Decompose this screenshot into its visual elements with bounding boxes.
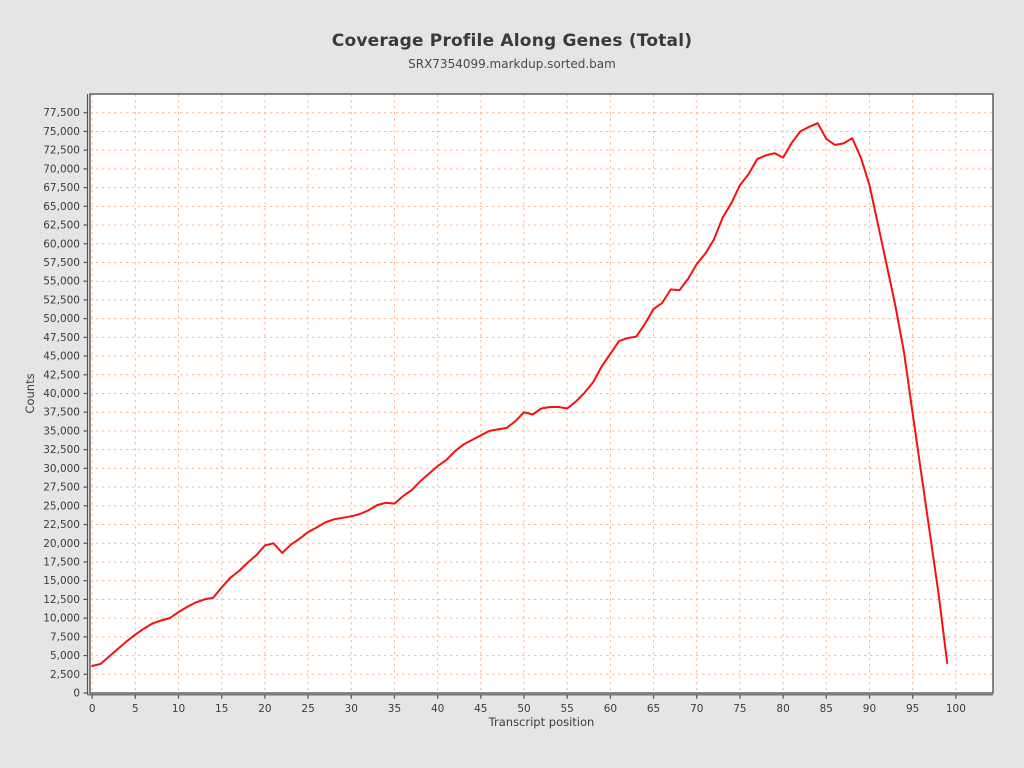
svg-text:42,500: 42,500 (43, 369, 80, 381)
svg-text:62,500: 62,500 (43, 220, 80, 232)
x-axis-title: Transcript position (488, 715, 595, 729)
svg-text:40: 40 (431, 703, 444, 715)
svg-text:0: 0 (73, 688, 80, 700)
svg-text:35,000: 35,000 (43, 425, 80, 437)
svg-text:72,500: 72,500 (43, 145, 80, 157)
svg-text:5: 5 (132, 703, 139, 715)
y-axis-title: Counts (23, 373, 37, 413)
chart-subtitle: SRX7354099.markdup.sorted.bam (408, 57, 616, 71)
svg-text:57,500: 57,500 (43, 257, 80, 269)
svg-text:90: 90 (863, 703, 876, 715)
svg-text:25,000: 25,000 (43, 500, 80, 512)
svg-text:35: 35 (388, 703, 401, 715)
axes (83, 94, 993, 699)
svg-text:60,000: 60,000 (43, 238, 80, 250)
plot-border (89, 93, 994, 694)
y-tick-labels: 0 2,500 5,000 7,500 10,000 12,500 15,000 17,500… (43, 107, 80, 699)
svg-text:47,500: 47,500 (43, 332, 80, 344)
svg-text:12,500: 12,500 (43, 594, 80, 606)
chart-title: Coverage Profile Along Genes (Total) (331, 31, 693, 51)
svg-text:20: 20 (258, 703, 271, 715)
gridlines (90, 94, 993, 693)
svg-text:100: 100 (946, 703, 966, 715)
svg-text:40,000: 40,000 (43, 388, 80, 400)
svg-text:45,000: 45,000 (43, 351, 80, 363)
svg-text:15,000: 15,000 (43, 575, 80, 587)
svg-text:65: 65 (647, 703, 660, 715)
svg-text:0: 0 (89, 703, 96, 715)
svg-text:70: 70 (690, 703, 703, 715)
svg-text:5,000: 5,000 (50, 650, 80, 662)
svg-text:52,500: 52,500 (43, 294, 80, 306)
svg-text:30: 30 (345, 703, 358, 715)
svg-text:37,500: 37,500 (43, 407, 80, 419)
svg-text:85: 85 (820, 703, 833, 715)
svg-text:50,000: 50,000 (43, 313, 80, 325)
svg-text:45: 45 (474, 703, 487, 715)
svg-text:17,500: 17,500 (43, 556, 80, 568)
svg-text:67,500: 67,500 (43, 182, 80, 194)
svg-text:55,000: 55,000 (43, 276, 80, 288)
svg-text:15: 15 (215, 703, 228, 715)
svg-text:55: 55 (561, 703, 574, 715)
svg-text:65,000: 65,000 (43, 201, 80, 213)
svg-text:25: 25 (301, 703, 314, 715)
svg-text:32,500: 32,500 (43, 444, 80, 456)
svg-text:30,000: 30,000 (43, 463, 80, 475)
svg-text:95: 95 (906, 703, 919, 715)
svg-text:20,000: 20,000 (43, 538, 80, 550)
svg-text:7,500: 7,500 (50, 631, 80, 643)
svg-text:80: 80 (776, 703, 789, 715)
x-tick-labels: 0 5 10 15 20 25 30 35 40 45 50 55 60 65 70 75 80 85 90 95 10… (89, 703, 966, 715)
svg-text:60: 60 (604, 703, 617, 715)
svg-text:10: 10 (172, 703, 185, 715)
svg-text:10,000: 10,000 (43, 613, 80, 625)
svg-text:77,500: 77,500 (43, 107, 80, 119)
coverage-line (91, 122, 949, 667)
svg-text:27,500: 27,500 (43, 482, 80, 494)
svg-text:75,000: 75,000 (43, 126, 80, 138)
svg-text:70,000: 70,000 (43, 163, 80, 175)
svg-text:22,500: 22,500 (43, 519, 80, 531)
svg-text:50: 50 (517, 703, 530, 715)
svg-text:75: 75 (733, 703, 746, 715)
svg-text:2,500: 2,500 (50, 669, 80, 681)
